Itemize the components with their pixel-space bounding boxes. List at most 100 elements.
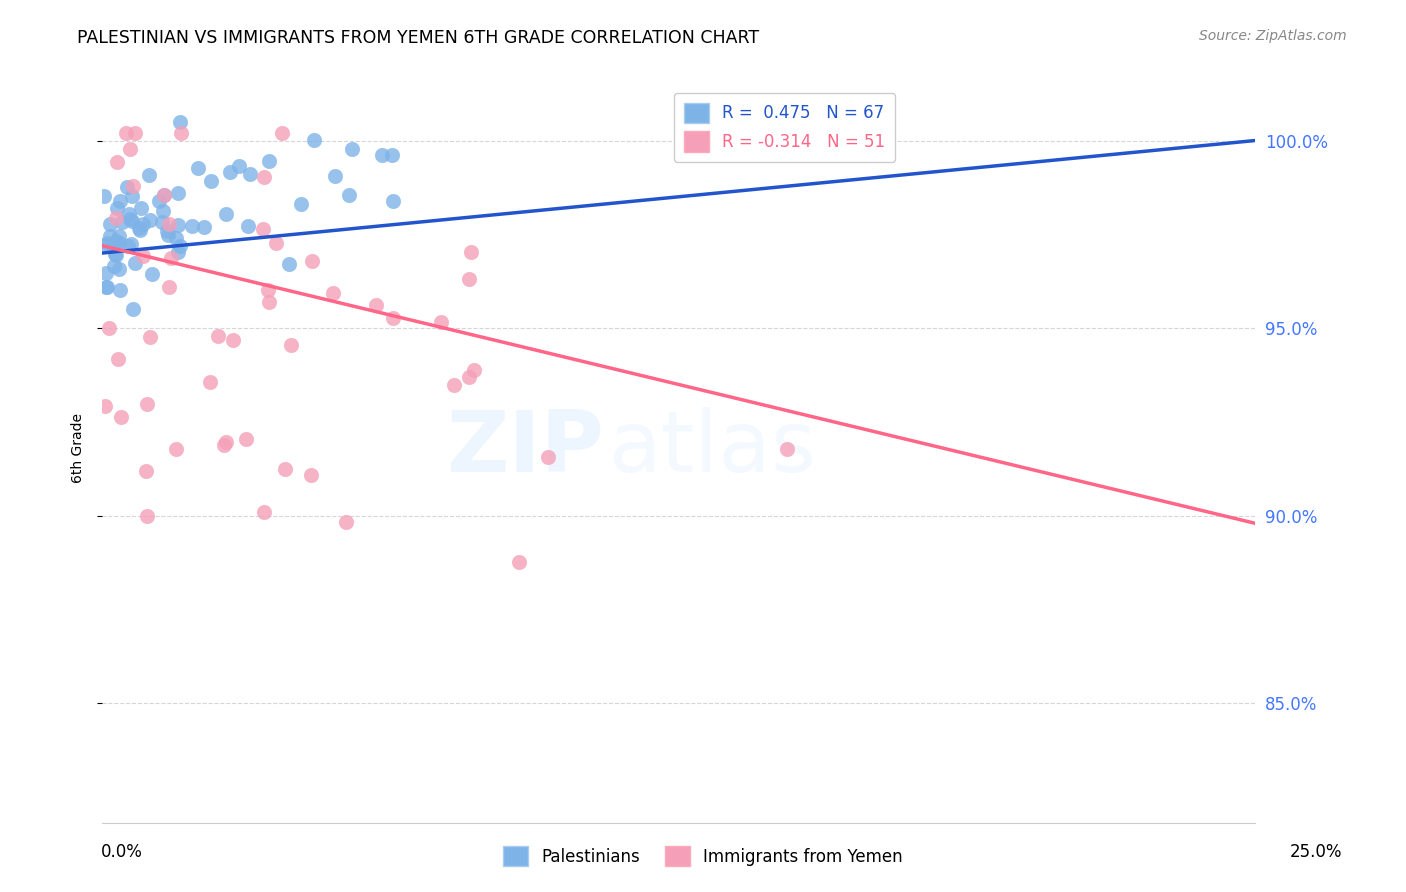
Point	[335, 515, 357, 529]
Point	[107, 351, 129, 366]
Point	[200, 375, 222, 389]
Point	[302, 133, 325, 147]
Point	[107, 228, 129, 243]
Point	[239, 167, 262, 181]
Point	[290, 196, 312, 211]
Point	[93, 188, 115, 202]
Point	[366, 298, 388, 312]
Point	[508, 555, 530, 569]
Point	[135, 508, 157, 523]
Point	[128, 221, 150, 235]
Point	[193, 220, 215, 235]
Point	[141, 267, 163, 281]
Point	[458, 369, 481, 384]
Point	[118, 207, 141, 221]
Text: PALESTINIAN VS IMMIGRANTS FROM YEMEN 6TH GRADE CORRELATION CHART: PALESTINIAN VS IMMIGRANTS FROM YEMEN 6TH…	[77, 29, 759, 46]
Point	[215, 207, 238, 221]
Point	[252, 222, 274, 236]
Point	[536, 450, 558, 465]
Point	[382, 311, 405, 326]
Point	[253, 170, 276, 185]
Point	[110, 194, 132, 209]
Point	[166, 244, 188, 259]
Point	[124, 256, 146, 270]
Point	[107, 261, 129, 276]
Point	[128, 223, 150, 237]
Point	[120, 142, 142, 156]
Point	[170, 126, 193, 140]
Point	[299, 468, 322, 483]
Point	[200, 174, 222, 188]
Text: ZIP: ZIP	[446, 407, 603, 490]
Point	[323, 169, 346, 183]
Point	[207, 329, 229, 343]
Point	[181, 219, 204, 234]
Point	[256, 283, 278, 297]
Point	[120, 211, 142, 226]
Point	[221, 333, 243, 347]
Point	[463, 362, 485, 376]
Point	[458, 271, 481, 285]
Point	[253, 505, 276, 519]
Point	[108, 235, 131, 250]
Point	[107, 201, 129, 215]
Point	[135, 464, 157, 478]
Point	[301, 254, 323, 268]
Point	[157, 280, 180, 294]
Point	[121, 189, 143, 203]
Point	[156, 224, 179, 238]
Y-axis label: 6th Grade: 6th Grade	[72, 413, 86, 483]
Point	[160, 251, 183, 265]
Point	[460, 244, 482, 259]
Point	[152, 188, 174, 202]
Point	[117, 238, 139, 252]
Point	[218, 164, 240, 178]
Point	[166, 186, 188, 201]
Legend: R =  0.475   N = 67, R = -0.314   N = 51: R = 0.475 N = 67, R = -0.314 N = 51	[673, 93, 896, 161]
Text: 25.0%: 25.0%	[1291, 843, 1343, 861]
Point	[152, 203, 174, 218]
Point	[132, 249, 155, 263]
Point	[167, 219, 190, 233]
Point	[273, 461, 295, 475]
Point	[148, 194, 170, 208]
Point	[101, 238, 124, 252]
Text: Source: ZipAtlas.com: Source: ZipAtlas.com	[1199, 29, 1347, 43]
Point	[165, 442, 187, 457]
Point	[121, 178, 143, 193]
Point	[429, 316, 451, 330]
Point	[105, 211, 128, 225]
Point	[371, 148, 394, 162]
Point	[443, 378, 465, 392]
Point	[228, 159, 250, 173]
Point	[97, 321, 120, 335]
Point	[98, 228, 121, 243]
Point	[122, 302, 145, 317]
Point	[103, 246, 125, 260]
Point	[129, 201, 152, 215]
Point	[94, 238, 117, 252]
Point	[337, 188, 360, 202]
Point	[104, 248, 127, 262]
Point	[169, 239, 191, 253]
Point	[138, 168, 160, 182]
Point	[124, 126, 146, 140]
Point	[381, 148, 404, 162]
Point	[132, 217, 155, 231]
Point	[277, 256, 299, 270]
Point	[139, 212, 162, 227]
Point	[153, 188, 176, 202]
Point	[110, 409, 132, 424]
Point	[103, 259, 125, 273]
Point	[157, 217, 180, 231]
Point	[215, 435, 238, 450]
Point	[340, 142, 363, 156]
Point	[120, 236, 142, 251]
Point	[257, 153, 280, 168]
Text: 0.0%: 0.0%	[101, 843, 143, 861]
Point	[108, 283, 131, 297]
Point	[257, 294, 280, 309]
Point	[150, 215, 173, 229]
Text: atlas: atlas	[609, 407, 817, 490]
Point	[187, 161, 209, 175]
